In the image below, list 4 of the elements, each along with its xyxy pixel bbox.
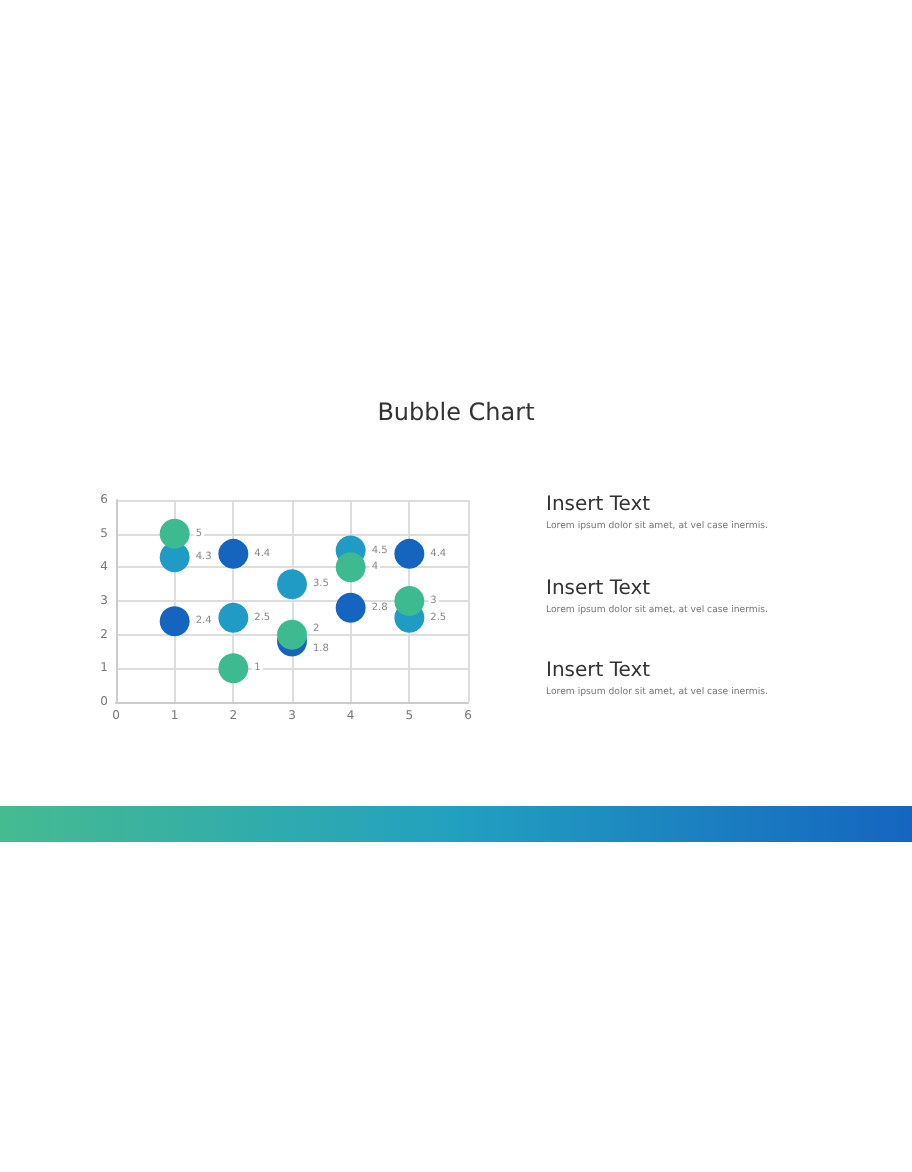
chart-title: Bubble Chart (377, 398, 536, 426)
text: Insert Text (546, 492, 653, 520)
text: Insert Text (546, 575, 653, 603)
text: Insert Text (546, 658, 653, 686)
